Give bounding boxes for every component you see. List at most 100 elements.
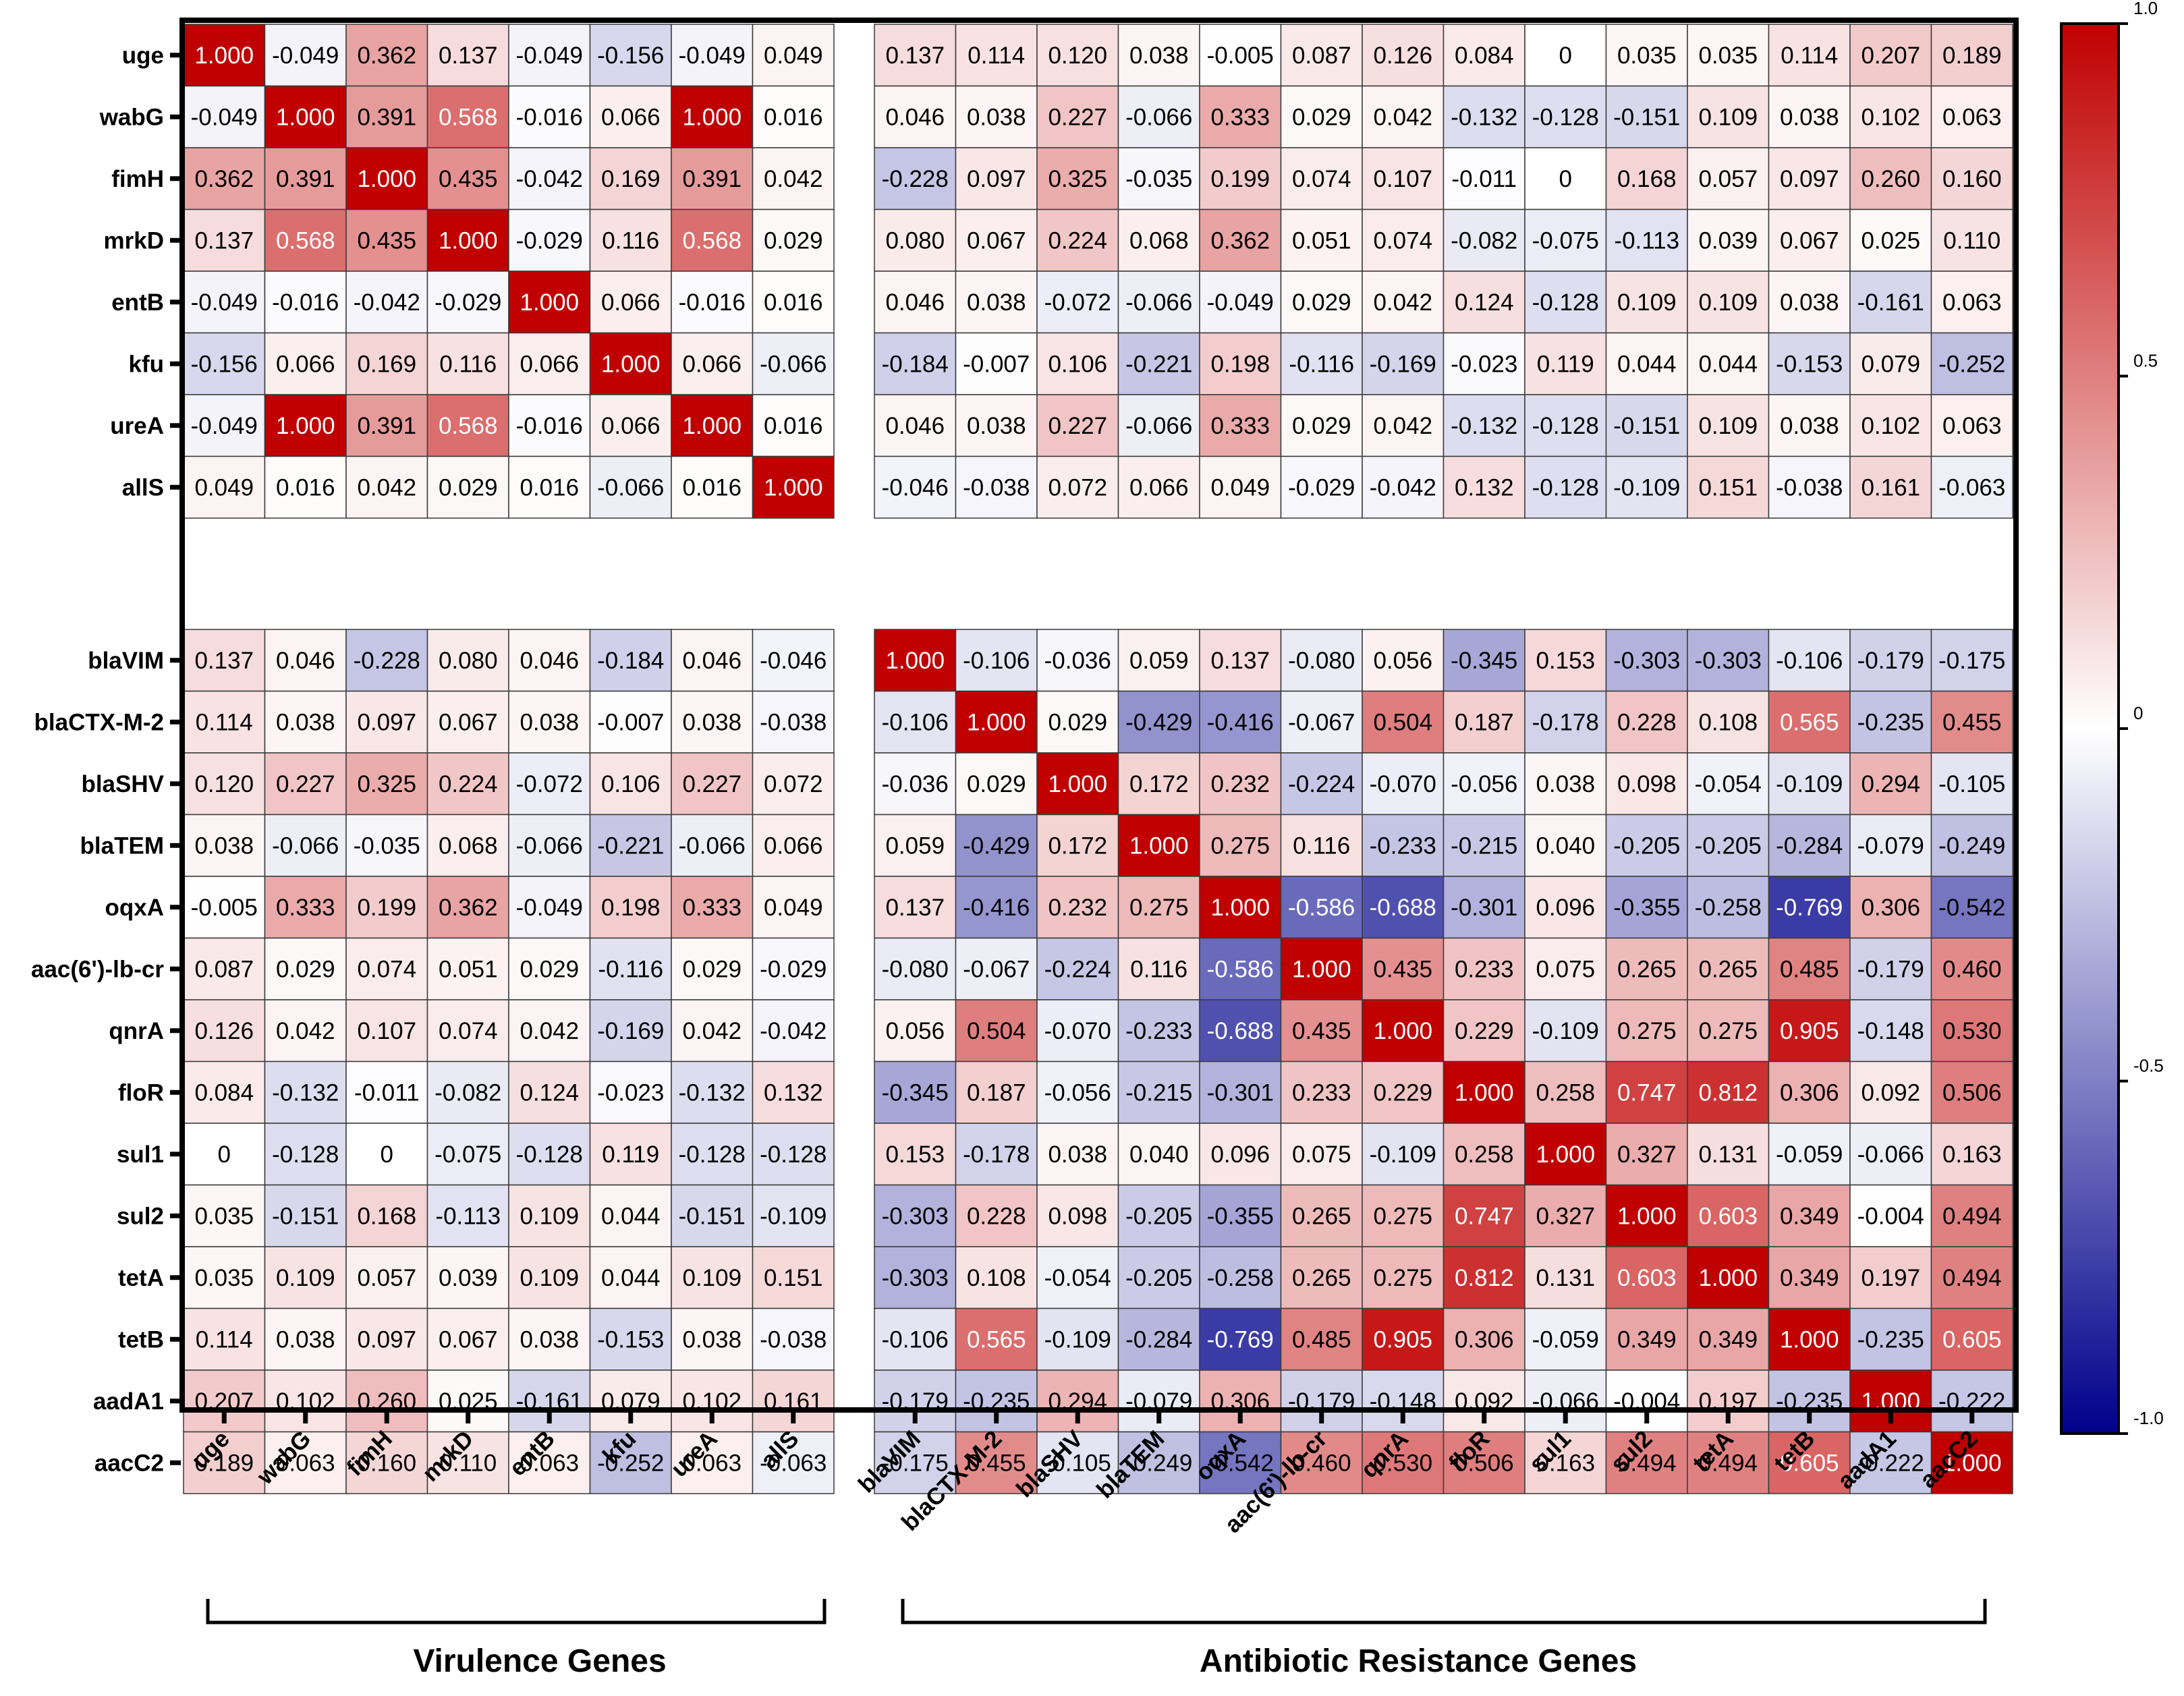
cell-value: -0.153: [597, 1326, 664, 1353]
cell-value: -0.205: [1125, 1265, 1192, 1291]
heatmap-cell-sul2-urea: [671, 1184, 754, 1247]
row-label-fimh: fimH: [111, 166, 164, 192]
heatmap-cell-entb-blactx-m-2: [955, 271, 1038, 334]
heatmap-cell-fimh-tetb: [1768, 147, 1851, 210]
heatmap-cell-aac-6-lb-cr-teta: [1687, 937, 1770, 1000]
cell-value: 0.435: [1373, 956, 1432, 982]
heatmap-cell-flor-kfu: [589, 1061, 672, 1124]
heatmap-cell-mrkd-sul2: [1605, 208, 1688, 272]
cell-value: 0.168: [1617, 166, 1677, 192]
cell-value: 0.098: [1617, 771, 1677, 797]
cell-value: 0.151: [764, 1265, 823, 1291]
heatmap-cell-alls-teta: [1687, 455, 1770, 519]
cell-value: -0.056: [1451, 771, 1517, 797]
heatmap-cell-fimh-entb: [508, 147, 591, 210]
cell-value: 0.110: [439, 1450, 497, 1476]
cell-value: 0.227: [682, 771, 741, 797]
heatmap-cell-entb-sul1: [1524, 271, 1607, 334]
heatmap-cell-kfu-kfu: [589, 332, 672, 395]
cell-value: 0.137: [439, 43, 498, 69]
cell-value: 0.016: [682, 474, 741, 501]
heatmap-cell-mrkd-blactx-m-2: [955, 208, 1038, 272]
row-label-tetb: tetB: [118, 1326, 164, 1353]
cell-value: 0.102: [1861, 104, 1920, 130]
cell-value: -0.079: [1857, 832, 1924, 859]
heatmap-cell-aacc2-alls: [752, 1431, 835, 1494]
heatmap-cell-sul1-blactx-m-2: [955, 1123, 1038, 1186]
cell-value: 0.063: [276, 1450, 335, 1476]
heatmap-cell-sul2-teta: [1687, 1184, 1770, 1247]
row-label-alls: allS: [122, 474, 164, 501]
heatmap-cell-sul2-blavim: [874, 1184, 957, 1247]
cell-value: -0.042: [516, 166, 583, 192]
heatmap-cell-sul1-teta: [1687, 1123, 1770, 1186]
cell-value: -0.151: [272, 1203, 339, 1229]
cell-value: 0: [218, 1141, 231, 1168]
heatmap-cell-blatem-oqxa: [1199, 814, 1282, 877]
heatmap-cell-flor-uge: [183, 1061, 266, 1124]
cell-value: -0.049: [191, 289, 258, 316]
heatmap-cell-wabg-sul1: [1524, 85, 1607, 148]
cell-value: 0.435: [357, 227, 416, 254]
heatmap-cell-aada1-flor: [1443, 1369, 1525, 1433]
heatmap-cell-kfu-blashv: [1036, 332, 1119, 395]
heatmap-cell-teta-mrkd: [426, 1246, 509, 1309]
cell-value: -0.215: [1451, 832, 1517, 859]
heatmap-cell-urea-oqxa: [1199, 394, 1282, 457]
cell-value: 0.025: [1861, 227, 1920, 254]
cell-value: -0.056: [1044, 1079, 1111, 1106]
heatmap-cell-sul2-uge: [183, 1184, 266, 1247]
cell-value: 0.227: [1048, 104, 1107, 130]
cell-value: -0.066: [679, 832, 746, 859]
cell-value: 1.000: [1292, 956, 1351, 982]
cell-value: 0.046: [885, 104, 945, 130]
cell-value: 0.035: [194, 1265, 254, 1291]
cell-value: 0.265: [1292, 1203, 1351, 1229]
colorbar-tick-label: -1.0: [2133, 1408, 2164, 1428]
heatmap-cell-mrkd-aada1: [1849, 208, 1932, 272]
cell-value: 0.106: [601, 771, 661, 797]
cell-value: 0.169: [601, 166, 661, 192]
heatmap-cell-blavim-qnra: [1362, 629, 1445, 692]
heatmap-cell-teta-aacc2: [1930, 1246, 2013, 1309]
heatmap-cell-blashv-tetb: [1768, 752, 1851, 816]
cell-value: 0.067: [439, 709, 498, 735]
heatmap-cell-qnra-wabg: [264, 999, 347, 1063]
heatmap-cell-flor-blactx-m-2: [955, 1061, 1038, 1124]
cell-value: -0.542: [1938, 895, 2005, 921]
cell-value: -0.161: [1857, 289, 1924, 316]
group-brackets: Virulence Genes Antibiotic Resistance Gen…: [206, 1599, 1987, 1679]
heatmap-cell-urea-kfu: [589, 394, 672, 457]
cell-value: -0.067: [1288, 709, 1355, 735]
heatmap-cell-blactx-m-2-blavim: [874, 690, 957, 754]
heatmap-cell-alls-oqxa: [1199, 455, 1282, 519]
cell-value: 0.172: [1048, 832, 1107, 859]
cell-value: -0.075: [1532, 227, 1599, 254]
heatmap-cell-uge-uge: [183, 24, 266, 87]
heatmap-cell-urea-alls: [752, 394, 835, 457]
cell-value: 0.485: [1780, 956, 1839, 982]
cell-value: 0.189: [194, 1450, 254, 1476]
heatmap-cell-tetb-tetb: [1768, 1307, 1851, 1371]
heatmap-cell-wabg-entb: [508, 85, 591, 148]
cell-value: 1.000: [1048, 771, 1107, 797]
heatmap-cell-mrkd-blatem: [1117, 208, 1200, 272]
heatmap-cell-blavim-aada1: [1849, 629, 1932, 692]
cell-value: 0.016: [764, 289, 823, 316]
heatmap-cell-teta-aada1: [1849, 1246, 1932, 1309]
cell-value: 0.035: [1698, 43, 1758, 69]
heatmap-cell-alls-urea: [671, 455, 754, 519]
row-label-blatem: blaTEM: [80, 832, 164, 859]
cell-value: -0.355: [1613, 895, 1680, 921]
cell-value: 0.325: [1048, 166, 1107, 192]
heatmap-cell-sul1-alls: [752, 1123, 835, 1186]
cell-value: 0.362: [439, 895, 498, 921]
cell-value: 0.042: [276, 1018, 335, 1044]
heatmap-cell-urea-flor: [1443, 394, 1525, 457]
heatmap-cell-mrkd-alls: [752, 208, 835, 272]
cell-value: -0.113: [435, 1203, 501, 1229]
cell-value: -0.106: [963, 648, 1030, 674]
heatmap-cell-tetb-blatem: [1117, 1307, 1200, 1371]
cell-value: 0.046: [520, 648, 579, 674]
cell-value: 0.905: [1780, 1018, 1839, 1044]
